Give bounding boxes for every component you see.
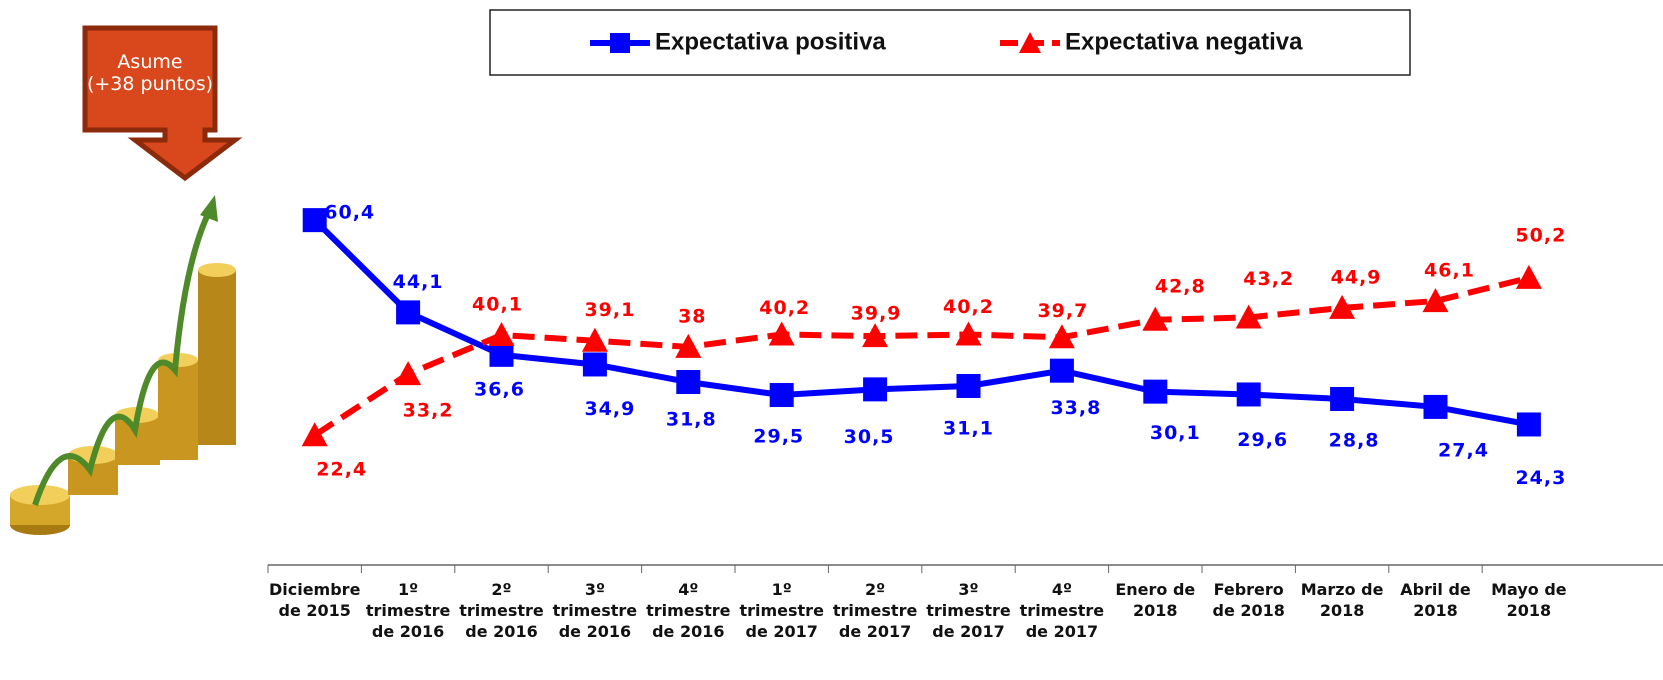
data-label: 40,2 xyxy=(943,296,994,318)
data-label: 40,1 xyxy=(472,294,523,316)
marker xyxy=(303,208,327,232)
data-label: 30,5 xyxy=(844,426,895,448)
marker xyxy=(1237,382,1261,406)
data-label: 29,5 xyxy=(753,426,804,448)
data-label: 34,9 xyxy=(584,398,635,420)
marker xyxy=(395,361,421,385)
marker xyxy=(1516,265,1542,289)
marker xyxy=(396,300,420,324)
data-label: 33,8 xyxy=(1050,397,1101,419)
marker xyxy=(957,374,981,398)
data-label: 39,7 xyxy=(1037,300,1088,322)
data-label: 28,8 xyxy=(1329,429,1380,451)
data-label: 42,8 xyxy=(1155,275,1206,297)
data-label: 44,9 xyxy=(1331,266,1382,288)
chart: Asume(+38 puntos) Diciembrede 20151ºtrim… xyxy=(0,0,1663,680)
marker xyxy=(863,377,887,401)
data-label: 30,1 xyxy=(1150,422,1201,444)
data-label: 31,1 xyxy=(943,417,994,439)
marker xyxy=(489,322,515,346)
data-label: 60,4 xyxy=(324,202,375,224)
data-label: 50,2 xyxy=(1515,224,1566,246)
legend-label: Expectativa negativa xyxy=(1065,28,1303,55)
marker xyxy=(1330,387,1354,411)
marker xyxy=(1517,412,1541,436)
marker xyxy=(1143,380,1167,404)
data-label: 44,1 xyxy=(393,271,444,293)
marker xyxy=(770,383,794,407)
data-label: 24,3 xyxy=(1515,467,1566,489)
marker xyxy=(583,352,607,376)
data-label: 43,2 xyxy=(1243,268,1294,290)
data-label: 38 xyxy=(678,305,706,327)
marker xyxy=(1050,359,1074,383)
data-label: 27,4 xyxy=(1438,439,1489,461)
data-label: 22,4 xyxy=(316,459,367,481)
legend-marker xyxy=(610,33,630,53)
data-label: 39,9 xyxy=(851,303,902,325)
data-label: 39,1 xyxy=(584,299,635,321)
data-label: 46,1 xyxy=(1424,260,1475,282)
marker xyxy=(490,343,514,367)
data-label: 33,2 xyxy=(403,400,454,422)
marker xyxy=(1424,395,1448,419)
data-label: 40,2 xyxy=(759,297,810,319)
data-label: 31,8 xyxy=(666,409,717,431)
legend-label: Expectativa positiva xyxy=(655,28,886,55)
data-label: 29,6 xyxy=(1237,429,1288,451)
coins-illustration xyxy=(10,195,236,535)
data-label: 36,6 xyxy=(474,378,525,400)
marker xyxy=(676,370,700,394)
